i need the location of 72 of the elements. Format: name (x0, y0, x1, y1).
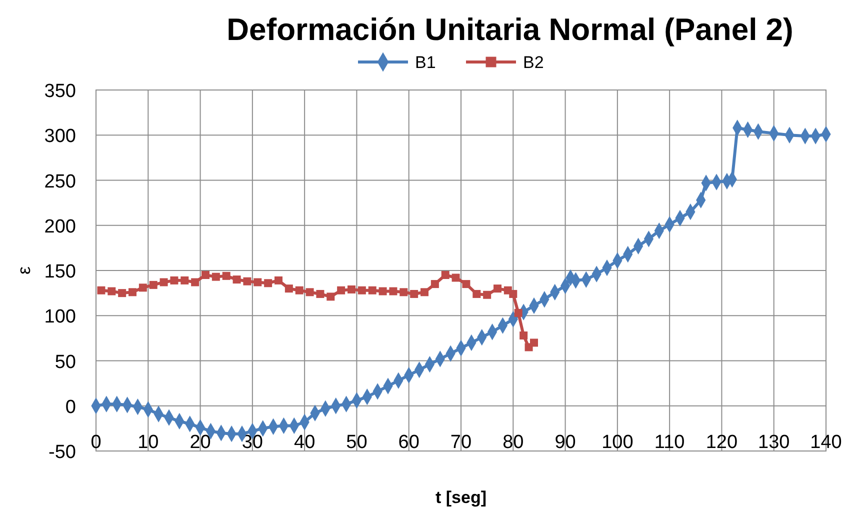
point (295, 286, 304, 294)
y-tick-label: 50 (54, 352, 76, 373)
point (378, 287, 387, 296)
point (520, 331, 528, 340)
point (441, 271, 450, 280)
point (430, 280, 439, 288)
point (222, 272, 230, 280)
y-tick-label: 0 (65, 396, 76, 418)
point (274, 276, 282, 284)
y-tick-label: -50 (48, 442, 76, 463)
x-tick-label: 50 (346, 432, 368, 453)
point (348, 285, 356, 294)
legend-label: B1 (415, 53, 436, 72)
point (232, 276, 241, 284)
point (149, 280, 158, 289)
point (420, 288, 428, 296)
x-tick-label: 70 (450, 432, 472, 453)
x-tick-label: 140 (810, 432, 842, 453)
y-tick-label: 150 (44, 262, 76, 282)
x-tick-label: 30 (242, 432, 263, 453)
chart-title: Deformación Unitaria Normal (Panel 2) (226, 12, 794, 47)
y-tick-label: 300 (44, 126, 76, 148)
point (509, 290, 518, 298)
point (243, 277, 252, 286)
y-tick-label: 250 (44, 171, 76, 192)
y-tick-label: 100 (44, 306, 76, 328)
point (306, 288, 314, 296)
y-tick-label: 350 (44, 81, 76, 102)
y-tick-label: 200 (44, 216, 76, 238)
x-tick-label: 130 (758, 432, 790, 453)
point (284, 284, 293, 293)
point (452, 274, 460, 282)
x-tick-label: 0 (90, 432, 102, 453)
point (483, 290, 492, 299)
x-tick-label: 40 (294, 432, 316, 453)
point (160, 278, 168, 286)
x-axis-title: t [seg] (436, 488, 486, 507)
point (358, 286, 366, 294)
point (138, 284, 147, 292)
point (170, 276, 178, 284)
point (514, 308, 522, 317)
x-tick-label: 10 (138, 432, 159, 453)
legend-label: B2 (523, 53, 544, 72)
point (368, 286, 376, 294)
x-tick-label: 60 (398, 432, 420, 453)
point (389, 287, 398, 296)
y-axis-title: ε (14, 266, 34, 275)
point (108, 287, 116, 296)
point (530, 338, 538, 347)
point (97, 286, 106, 294)
x-tick-label: 120 (706, 432, 738, 453)
point (462, 280, 470, 288)
point (472, 290, 481, 298)
x-tick-label: 20 (190, 432, 211, 453)
point (191, 278, 200, 286)
x-tick-label: 100 (602, 432, 634, 453)
point (410, 290, 418, 298)
point (264, 279, 272, 288)
point (118, 289, 126, 298)
point (400, 288, 408, 296)
x-tick-label: 110 (654, 432, 685, 453)
point (337, 286, 346, 294)
point (254, 278, 262, 286)
point (202, 271, 210, 280)
point (316, 290, 324, 298)
point (180, 276, 189, 284)
x-tick-label: 80 (502, 432, 524, 453)
point (128, 288, 136, 296)
point (326, 292, 335, 301)
x-tick-label: 90 (554, 432, 576, 453)
point (494, 284, 502, 293)
point (212, 272, 220, 281)
